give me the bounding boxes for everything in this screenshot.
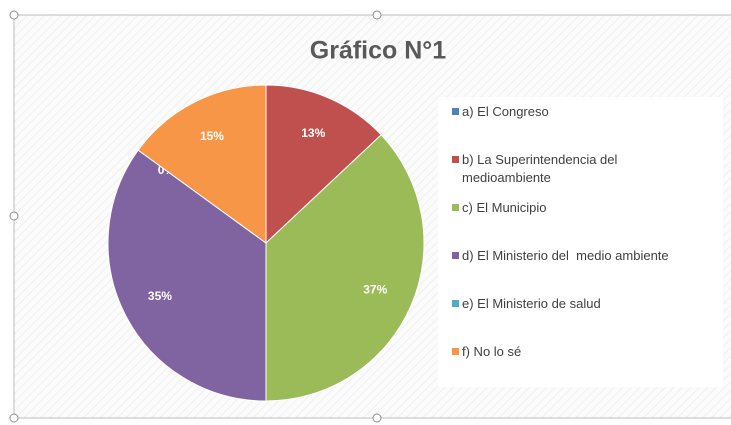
slice-label: 35% [148,289,172,303]
slice-label: 13% [301,126,325,140]
legend-label: a) El Congreso [462,104,549,119]
legend-item: d) El Ministerio del medio ambiente [452,247,714,265]
slice-label: 37% [363,282,387,296]
legend-swatch [452,108,459,115]
legend-swatch [452,300,459,307]
legend-label: f) No lo sé [462,344,522,359]
pie-slice [265,134,425,402]
pie-slice [137,84,267,244]
pie-slice [265,84,382,245]
chart-title: Gráfico N°1 [310,37,447,65]
legend-label: c) El Municipio [462,200,547,215]
legend-swatch [452,204,459,211]
legend-item: b) La Superintendencia del medioambiente [452,151,714,187]
legend-item: e) El Ministerio de salud [452,295,714,313]
legend-swatch [452,252,459,259]
legend-label: b) La Superintendencia del medioambiente [462,152,622,185]
legend-item: a) El Congreso [452,103,714,121]
pie-slice [107,149,267,402]
slice-label: 15% [200,129,224,143]
legend: a) El Congreso b) La Superintendencia del… [438,97,723,387]
pie: 0%13%37%35%0%15% [107,84,425,402]
legend-item: c) El Municipio [452,199,714,217]
legend-swatch [452,156,459,163]
legend-label: e) El Ministerio de salud [462,296,601,311]
handles [9,10,382,423]
legend-item: f) No lo sé [452,343,714,361]
legend-swatch [452,348,459,355]
legend-label: d) El Ministerio del medio ambiente [462,248,669,263]
